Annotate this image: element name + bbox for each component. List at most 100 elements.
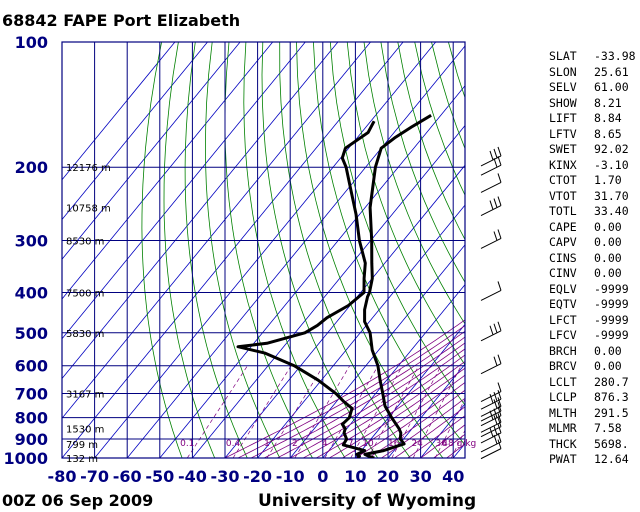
index-row: MLMR 7.58 (549, 421, 636, 437)
index-key: THCK (549, 436, 577, 451)
isotherm-line (62, 42, 404, 458)
index-key: LFCT (549, 312, 577, 327)
height-labels: 12176 m 10758 m 8530 m 7500 m 5830 m 3167 m 15… (66, 163, 111, 465)
isotherm-line (62, 42, 306, 340)
index-key: EQLV (549, 281, 577, 296)
pressure-tick-label: 200 (15, 158, 48, 177)
index-key: CAPV (549, 235, 577, 249)
index-value: 0.00 (594, 359, 622, 373)
source-label: University of Wyoming (258, 491, 477, 511)
mixing-ratio-label: 36 (435, 439, 447, 449)
index-row: SELV 61.00 (549, 80, 636, 96)
index-row: PWAT 12.64 (549, 452, 636, 468)
wind-barb (480, 406, 502, 427)
dry-adiabat (346, 42, 465, 366)
index-key: SELV (549, 80, 577, 94)
isotherm-line (62, 42, 339, 380)
pressure-tick-label: 900 (15, 430, 48, 449)
index-row: LCLT 280.7 (549, 375, 636, 391)
temperature-tick-label: -70 (80, 467, 109, 486)
wind-barb (480, 432, 502, 453)
pressure-tick-label: 500 (15, 324, 48, 343)
index-key: PWAT (549, 452, 577, 466)
wind-barbs (480, 146, 502, 460)
dry-adiabat (261, 42, 379, 458)
sounding-traces (236, 114, 432, 458)
index-value: 7.58 (594, 421, 622, 435)
temperature-tick-label: -50 (145, 467, 174, 486)
index-row: VTOT 31.70 (549, 189, 636, 205)
moist-adiabat (342, 374, 465, 458)
temperature-tick-label: 40 (442, 467, 464, 486)
index-row: LFTV 8.65 (549, 127, 636, 143)
index-key: EQTV (549, 297, 577, 311)
wind-barb (480, 389, 502, 410)
index-key: CAPE (549, 219, 577, 234)
wind-barb (480, 173, 502, 193)
index-value: 0.00 (594, 343, 622, 358)
index-key: CTOT (549, 173, 577, 187)
index-row: CAPV 0.00 (549, 235, 636, 251)
temperature-tick-label: -10 (276, 467, 305, 486)
mixing-ratio-label: 0.1 (180, 439, 194, 449)
index-value: 12.64 (594, 452, 629, 466)
mixing-ratio-label: 0.4 (226, 439, 241, 449)
mixing-ratio-label: 7 (348, 439, 354, 449)
mixing-ratio-line (324, 365, 379, 458)
index-row: SWET 92.02 (549, 142, 636, 158)
dry-adiabat (329, 42, 465, 406)
index-key: SHOW (549, 95, 577, 110)
isotherm-line (322, 283, 465, 458)
mixing-ratio-label: 2 (292, 439, 298, 449)
wind-barb (480, 281, 502, 301)
index-key: LCLP (549, 390, 577, 404)
index-value: 25.61 (594, 64, 629, 79)
mixing-ratio-line (232, 365, 292, 458)
isotherm-line (62, 42, 208, 221)
index-key: LFTV (549, 126, 577, 141)
index-value: 92.02 (594, 142, 629, 156)
isotherm-line (224, 164, 465, 458)
temperature-tick-label: -20 (243, 467, 272, 486)
index-row: CINV 0.00 (549, 266, 636, 282)
mixing-ratio-label: 4 (322, 439, 328, 449)
index-row: LFCV -9999 (549, 328, 636, 344)
height-label: 3167 m (66, 390, 104, 401)
index-value: -9999 (594, 328, 629, 342)
index-value: 0.00 (594, 266, 622, 280)
index-row: EQTV -9999 (549, 297, 636, 313)
height-label: 7500 m (66, 288, 104, 299)
index-row: TOTL 33.40 (549, 204, 636, 220)
wind-barb (480, 321, 502, 342)
temperature-tick-label: 0 (317, 467, 328, 486)
index-row: THCK 5698. (549, 437, 636, 453)
index-row: SHOW 8.21 (549, 96, 636, 112)
index-value: 0.00 (594, 250, 622, 265)
isotherm-line (257, 204, 465, 458)
dry-adiabat (204, 42, 281, 458)
index-value: 8.65 (594, 126, 622, 141)
height-label: 12176 m (66, 163, 111, 174)
isotherm-line (62, 42, 241, 260)
moist-adiabat (355, 381, 465, 458)
index-row: KINX -3.10 (549, 158, 636, 174)
temperature-trace (363, 114, 432, 458)
index-value: -3.10 (594, 157, 629, 172)
index-value: 1.70 (594, 173, 622, 187)
wind-barb (480, 397, 502, 417)
moist-adiabat (381, 397, 465, 458)
index-key: SWET (549, 142, 577, 156)
dry-adiabat (184, 42, 248, 458)
wind-barb (480, 423, 502, 444)
index-value: -9999 (594, 312, 629, 327)
dry-adiabat (363, 42, 465, 325)
plot-frame (61, 41, 466, 459)
mixing-ratio-line (350, 365, 403, 458)
temperature-tick-label: 20 (377, 467, 399, 486)
index-row: CTOT 1.70 (549, 173, 636, 189)
index-value: 31.70 (594, 188, 629, 203)
index-row: LCLP 876.3 (549, 390, 636, 406)
index-key: LIFT (549, 111, 577, 125)
